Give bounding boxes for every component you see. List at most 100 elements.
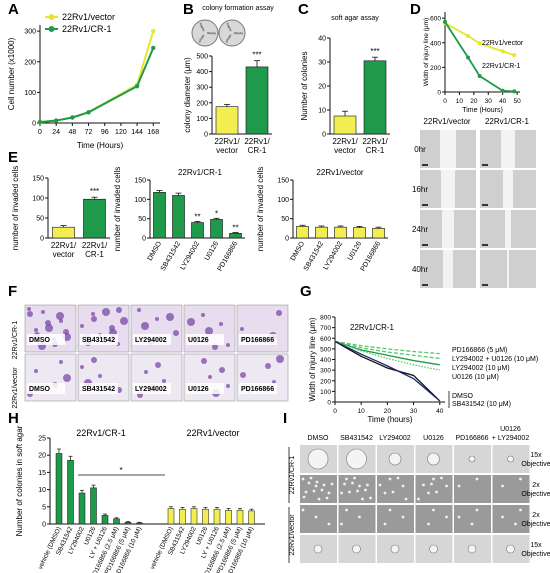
colony <box>309 476 313 480</box>
row-label: 16hr <box>412 185 428 194</box>
y-tick-label: 0 <box>285 236 289 243</box>
category-label: LY294002 <box>179 240 201 271</box>
stained-cell <box>27 311 33 317</box>
y-tick-label: 300 <box>196 85 208 92</box>
colony-dot <box>233 32 236 35</box>
y-tick-label: 50 <box>281 216 289 223</box>
image-label: SB431542 <box>82 337 115 344</box>
column-label: DMSO <box>308 435 330 442</box>
legend-marker <box>48 26 55 32</box>
x-axis-label: Time (hours) <box>367 415 412 424</box>
x-tick-label: 50 <box>513 98 521 105</box>
colony <box>345 508 348 512</box>
colony-dot <box>241 32 244 35</box>
colony <box>358 515 361 519</box>
row-group-label: 22Rv1/vector <box>289 514 296 556</box>
colony <box>457 484 461 488</box>
significance-label: * <box>215 209 218 218</box>
y-tick-label: 600 <box>320 336 331 343</box>
label-background <box>239 383 277 394</box>
y-tick-label: 100 <box>196 116 208 123</box>
significance-label: *** <box>90 187 99 196</box>
y-axis-label: number of invaded cells <box>113 167 122 252</box>
colony <box>404 497 408 501</box>
x-tick-label: 20 <box>384 408 392 415</box>
bar <box>213 508 221 525</box>
stained-cell <box>162 379 166 383</box>
axes-A <box>37 25 160 126</box>
bar <box>153 192 166 239</box>
colony-dot <box>202 34 205 37</box>
bar <box>113 518 120 525</box>
bar <box>136 522 143 525</box>
bar <box>78 492 86 525</box>
colony-dot <box>201 35 204 38</box>
category-label: U0126 <box>204 240 220 261</box>
colony-dot <box>208 32 211 35</box>
wound-gap <box>441 170 455 208</box>
colony <box>378 483 382 487</box>
category-label: CR-1 <box>366 146 385 155</box>
stained-cell <box>276 355 284 363</box>
stained-cell <box>59 360 63 364</box>
stained-cell <box>80 365 84 369</box>
colony <box>314 515 318 519</box>
label-background <box>27 334 65 345</box>
colony <box>501 484 504 488</box>
colony <box>427 491 430 495</box>
x-tick-label: 0 <box>333 408 337 415</box>
x-tick-label: 30 <box>410 408 418 415</box>
colony <box>383 491 387 495</box>
x-tick-label: 120 <box>115 129 127 136</box>
panel-letter: C <box>298 1 309 18</box>
panel-letter: F <box>8 283 17 300</box>
stained-cell <box>91 312 95 316</box>
row-label: 22Rv1/CR-1 <box>12 321 19 360</box>
label-background <box>239 334 277 345</box>
colony <box>327 522 331 526</box>
y-tick-label: 0 <box>142 236 146 243</box>
y-tick-label: 0 <box>32 121 36 128</box>
row-group-label: 22Rv1/CR-1 <box>289 456 296 495</box>
y-tick-label: 500 <box>196 54 208 61</box>
stained-cell <box>144 370 148 374</box>
category-label: vector <box>53 250 75 259</box>
wound-gap <box>507 250 509 288</box>
image-label: PD166866 <box>241 386 274 393</box>
y-tick-label: 10 <box>318 108 326 115</box>
colony <box>417 497 420 501</box>
label-background <box>80 383 118 394</box>
colony <box>352 544 361 554</box>
colony <box>348 490 351 494</box>
objective-label: Objective <box>521 521 550 528</box>
category-label: vector <box>334 146 356 155</box>
wound-gap <box>501 130 515 168</box>
label-background <box>133 334 171 345</box>
panel-letter: B <box>183 1 194 18</box>
colony <box>422 483 425 487</box>
stained-cell <box>265 363 271 369</box>
bar <box>167 508 175 525</box>
bar <box>215 106 239 135</box>
colony-dot <box>235 32 238 35</box>
label-background <box>133 383 171 394</box>
y-axis-label: colony diameter (μm) <box>183 57 192 133</box>
soft-agar-image <box>492 505 530 533</box>
label-background <box>80 334 118 345</box>
colony <box>468 455 476 463</box>
colony <box>445 515 448 519</box>
y-tick-label: 0 <box>40 236 44 243</box>
category-label: vector <box>216 146 238 155</box>
objective-label: 2x <box>532 512 540 519</box>
chart-title: colony formation assay <box>202 5 274 12</box>
bar <box>363 60 387 135</box>
column-label: LY294002 <box>379 435 411 442</box>
bar <box>179 508 186 525</box>
colony <box>361 497 364 501</box>
colony <box>388 477 392 481</box>
x-tick-label: 40 <box>436 408 444 415</box>
colony-dot <box>200 37 203 40</box>
series-line <box>334 340 440 355</box>
colony-dot <box>201 25 204 28</box>
y-tick-label: 300 <box>24 29 36 36</box>
